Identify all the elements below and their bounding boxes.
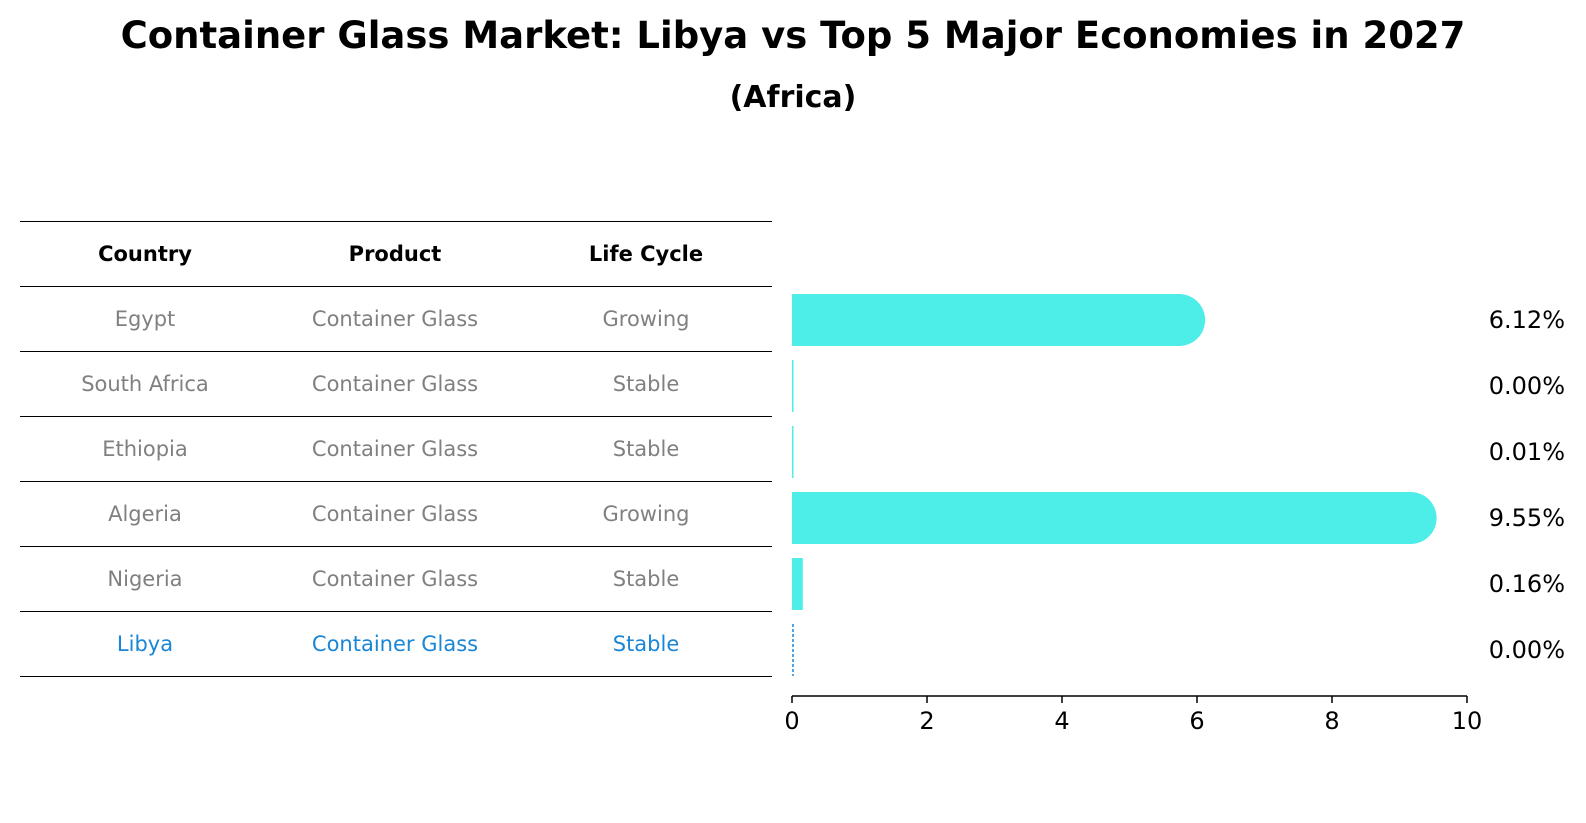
- data-label: 0.00%: [1489, 372, 1565, 400]
- table-row: Nigeria Container Glass Stable: [20, 546, 772, 612]
- cell-country: Ethiopia: [20, 416, 270, 482]
- cell-life-cycle: Stable: [520, 416, 772, 482]
- data-label: 0.16%: [1489, 570, 1565, 598]
- cell-product: Container Glass: [270, 611, 520, 677]
- data-label: 6.12%: [1489, 306, 1565, 334]
- table-row: Ethiopia Container Glass Stable: [20, 416, 772, 482]
- bar-south-africa: [792, 360, 794, 412]
- data-label: 9.55%: [1489, 504, 1565, 532]
- bar-egypt: [792, 294, 1206, 346]
- cell-product: Container Glass: [270, 481, 520, 547]
- x-tick-label: 4: [1054, 707, 1069, 735]
- cell-life-cycle: Growing: [520, 481, 772, 547]
- cell-life-cycle: Stable: [520, 351, 772, 417]
- bar-ethiopia: [792, 426, 794, 478]
- table-row: Egypt Container Glass Growing: [20, 286, 772, 352]
- x-tick-label: 10: [1452, 707, 1483, 735]
- table-row: Algeria Container Glass Growing: [20, 481, 772, 547]
- info-table: Country Product Life Cycle Egypt Contain…: [20, 221, 772, 677]
- chart-title: Container Glass Market: Libya vs Top 5 M…: [120, 14, 1466, 57]
- cell-product: Container Glass: [270, 286, 520, 352]
- cell-country: South Africa: [20, 351, 270, 417]
- table-header-row: Country Product Life Cycle: [20, 221, 772, 287]
- column-header-product: Product: [270, 221, 520, 287]
- x-tick-label: 0: [784, 707, 799, 735]
- cell-country: Algeria: [20, 481, 270, 547]
- bar-algeria: [792, 492, 1437, 544]
- x-tick-label: 2: [919, 707, 934, 735]
- cell-life-cycle: Stable: [520, 546, 772, 612]
- bar-nigeria: [792, 558, 803, 610]
- cell-product: Container Glass: [270, 416, 520, 482]
- cell-country: Libya: [20, 611, 270, 677]
- table-row-highlighted: Libya Container Glass Stable: [20, 611, 772, 677]
- x-tick-label: 6: [1189, 707, 1204, 735]
- x-tick-label: 8: [1324, 707, 1339, 735]
- cell-product: Container Glass: [270, 351, 520, 417]
- cell-life-cycle: Stable: [520, 611, 772, 677]
- column-header-country: Country: [20, 221, 270, 287]
- cell-product: Container Glass: [270, 546, 520, 612]
- chart-subtitle: (Africa): [729, 80, 857, 115]
- cell-life-cycle: Growing: [520, 286, 772, 352]
- cell-country: Nigeria: [20, 546, 270, 612]
- table-row: South Africa Container Glass Stable: [20, 351, 772, 417]
- column-header-life-cycle: Life Cycle: [520, 221, 772, 287]
- data-label: 0.00%: [1489, 636, 1565, 664]
- data-label: 0.01%: [1489, 438, 1565, 466]
- cell-country: Egypt: [20, 286, 270, 352]
